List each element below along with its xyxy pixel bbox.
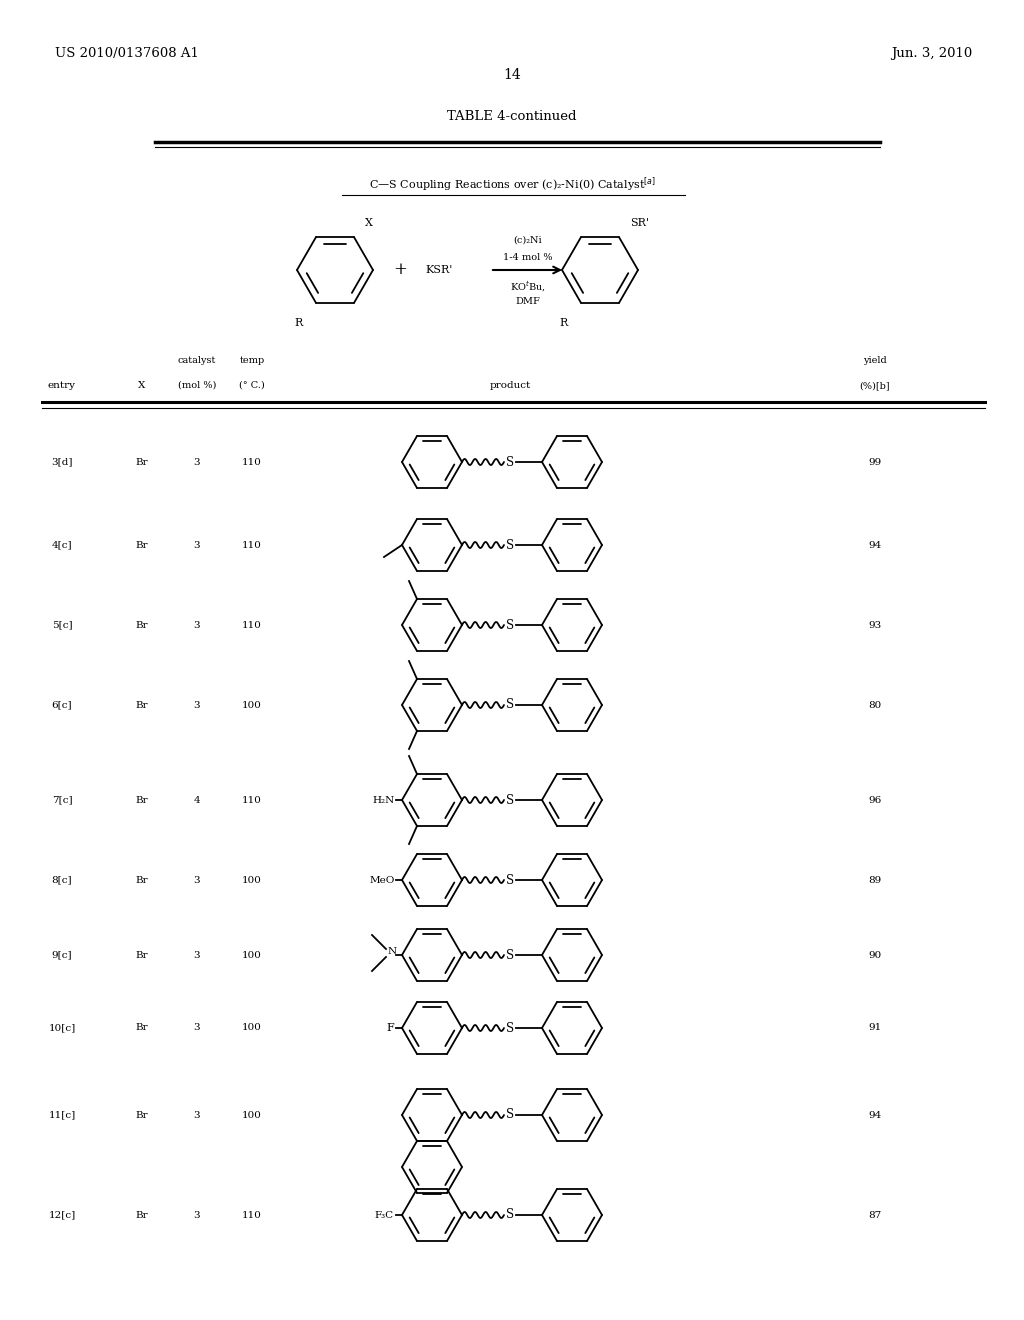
Text: entry: entry [48,381,76,389]
Text: 7[c]: 7[c] [51,796,73,804]
Text: catalyst: catalyst [178,356,216,366]
Text: S: S [506,949,514,961]
Text: TABLE 4-continued: TABLE 4-continued [447,110,577,123]
Text: DMF: DMF [515,297,540,306]
Text: 3: 3 [194,875,201,884]
Text: 3: 3 [194,1210,201,1220]
Text: Br: Br [136,1023,148,1032]
Text: H₂N: H₂N [373,796,395,804]
Text: 4: 4 [194,796,201,804]
Text: 3: 3 [194,1023,201,1032]
Text: 110: 110 [242,540,262,549]
Text: 8[c]: 8[c] [51,875,73,884]
Text: 11[c]: 11[c] [48,1110,76,1119]
Text: 10[c]: 10[c] [48,1023,76,1032]
Text: 100: 100 [242,1023,262,1032]
Text: MeO: MeO [370,875,395,884]
Text: Br: Br [136,875,148,884]
Text: S: S [506,793,514,807]
Text: (mol %): (mol %) [178,381,216,389]
Text: KO$^t$Bu,: KO$^t$Bu, [510,280,546,294]
Text: 3: 3 [194,620,201,630]
Text: 3: 3 [194,540,201,549]
Text: 87: 87 [868,1210,882,1220]
Text: Br: Br [136,458,148,466]
Text: 89: 89 [868,875,882,884]
Text: 110: 110 [242,1210,262,1220]
Text: N: N [387,946,396,956]
Text: 5[c]: 5[c] [51,620,73,630]
Text: 3: 3 [194,1110,201,1119]
Text: X: X [365,218,373,228]
Text: 9[c]: 9[c] [51,950,73,960]
Text: 110: 110 [242,796,262,804]
Text: 3[d]: 3[d] [51,458,73,466]
Text: product: product [489,381,530,389]
Text: 93: 93 [868,620,882,630]
Text: F: F [386,1023,394,1034]
Text: 6[c]: 6[c] [51,701,73,710]
Text: 14: 14 [503,69,521,82]
Text: temp: temp [240,356,264,366]
Text: S: S [506,1109,514,1122]
Text: SR': SR' [630,218,649,228]
Text: F₃C: F₃C [375,1210,394,1220]
Text: 1-4 mol %: 1-4 mol % [503,253,552,261]
Text: S: S [506,1022,514,1035]
Text: 4[c]: 4[c] [51,540,73,549]
Text: R: R [560,318,568,327]
Text: 100: 100 [242,950,262,960]
Text: yield: yield [863,356,887,366]
Text: 110: 110 [242,620,262,630]
Text: 94: 94 [868,1110,882,1119]
Text: US 2010/0137608 A1: US 2010/0137608 A1 [55,48,199,59]
Text: (° C.): (° C.) [240,381,265,389]
Text: 12[c]: 12[c] [48,1210,76,1220]
Text: 110: 110 [242,458,262,466]
Text: S: S [506,619,514,631]
Text: Br: Br [136,620,148,630]
Text: 99: 99 [868,458,882,466]
Text: Br: Br [136,950,148,960]
Text: 100: 100 [242,875,262,884]
Text: 80: 80 [868,701,882,710]
Text: (%)[b]: (%)[b] [860,381,890,389]
Text: C—S Coupling Reactions over (c)₂-Ni(0) Catalyst$^{[a]}$: C—S Coupling Reactions over (c)₂-Ni(0) C… [369,176,655,194]
Text: Br: Br [136,540,148,549]
Text: 94: 94 [868,540,882,549]
Text: S: S [506,698,514,711]
Text: 91: 91 [868,1023,882,1032]
Text: Jun. 3, 2010: Jun. 3, 2010 [891,48,972,59]
Text: 3: 3 [194,458,201,466]
Text: +: + [393,261,407,279]
Text: 90: 90 [868,950,882,960]
Text: X: X [138,381,145,389]
Text: S: S [506,455,514,469]
Text: S: S [506,1209,514,1221]
Text: S: S [506,874,514,887]
Text: R: R [295,318,303,327]
Text: KSR': KSR' [425,265,453,275]
Text: 3: 3 [194,701,201,710]
Text: Br: Br [136,796,148,804]
Text: Br: Br [136,701,148,710]
Text: S: S [506,539,514,552]
Text: 100: 100 [242,701,262,710]
Text: 3: 3 [194,950,201,960]
Text: Br: Br [136,1210,148,1220]
Text: (c)₂Ni: (c)₂Ni [513,236,542,246]
Text: Br: Br [136,1110,148,1119]
Text: 96: 96 [868,796,882,804]
Text: 100: 100 [242,1110,262,1119]
